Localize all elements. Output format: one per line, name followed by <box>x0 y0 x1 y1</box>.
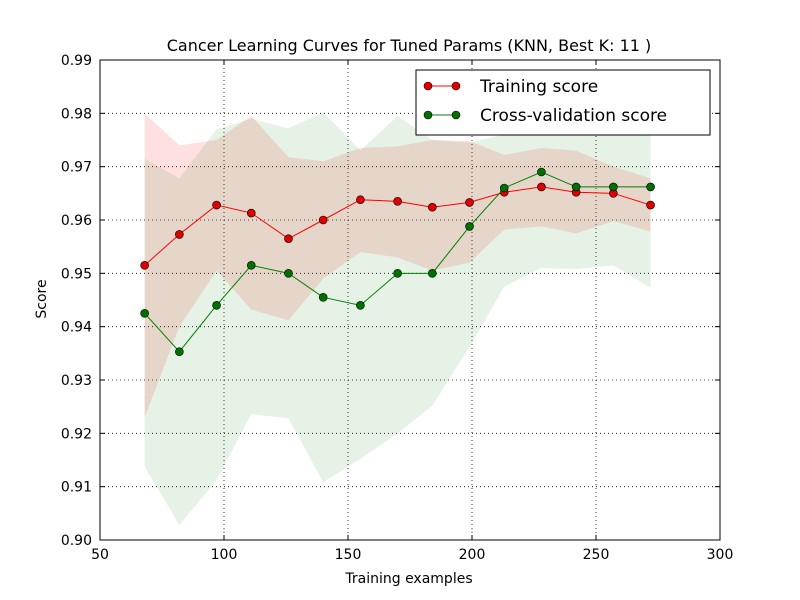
cv-score-point <box>428 269 437 278</box>
cv-score-point <box>175 347 184 357</box>
training-score-point <box>428 202 437 212</box>
cv-score-point <box>246 261 256 270</box>
axis-ticks: 50 100 150 200 250 300 0.90 0.91 0.92 0.93 0.94 0.9… <box>61 53 734 563</box>
training-score-point <box>465 198 474 207</box>
legend-cv-marker <box>451 110 461 120</box>
training-score-point <box>318 215 328 225</box>
y-tick-label: 0.92 <box>61 426 92 442</box>
x-tick-label: 100 <box>211 547 238 563</box>
training-score-point <box>212 200 221 210</box>
y-tick-label: 0.94 <box>61 320 92 336</box>
plot-area <box>100 60 720 540</box>
y-tick-label: 0.91 <box>61 480 92 496</box>
x-tick-label: 250 <box>583 547 610 563</box>
legend-training-label: Training score <box>479 77 598 97</box>
cv-score-point <box>140 309 149 318</box>
cv-score-point <box>356 301 365 310</box>
legend-cv-label: Cross-validation score <box>480 106 667 126</box>
plot-frame <box>99 59 721 541</box>
cv-score-point <box>212 301 221 310</box>
y-tick-label: 0.93 <box>61 373 92 389</box>
x-tick-label: 50 <box>91 547 109 563</box>
cv-score-point <box>571 182 581 192</box>
chart-title: Cancer Learning Curves for Tuned Params … <box>167 36 652 55</box>
x-axis-label: Training examples <box>344 571 472 587</box>
cv-score-point <box>646 182 655 192</box>
y-tick-label: 0.95 <box>61 266 92 282</box>
legend: Training score Cross-validation score <box>415 69 711 136</box>
cv-score-point <box>465 222 474 231</box>
legend-training-marker <box>423 81 433 91</box>
y-tick-label: 0.99 <box>61 53 92 69</box>
legend-training-marker <box>451 81 461 91</box>
x-tick-label: 200 <box>459 547 486 563</box>
training-score-point <box>393 197 402 206</box>
cv-score-point <box>499 183 509 193</box>
training-score-point <box>537 182 546 192</box>
cv-score-point <box>537 167 546 177</box>
legend-cv-marker <box>423 110 433 120</box>
legend-box <box>415 69 711 136</box>
x-tick-label: 300 <box>707 547 734 563</box>
training-score-point <box>140 261 149 270</box>
y-tick-label: 0.98 <box>61 106 92 122</box>
cv-score-point <box>393 269 402 278</box>
y-tick-label: 0.97 <box>61 160 92 176</box>
cv-score-point <box>609 182 618 192</box>
y-tick-label: 0.96 <box>61 213 92 229</box>
x-tick-label: 150 <box>335 547 362 563</box>
cv-score-band <box>144 112 651 526</box>
cv-score-point <box>284 269 293 278</box>
training-score-point <box>356 195 365 205</box>
series-lines <box>140 167 655 357</box>
training-score-point <box>246 208 256 218</box>
training-score-point <box>646 200 655 210</box>
y-tick-label: 0.90 <box>61 533 92 549</box>
y-axis-label: Score <box>34 279 50 318</box>
cv-score-point <box>318 293 328 302</box>
training-score-point <box>284 234 293 243</box>
training-score-point <box>175 230 184 239</box>
